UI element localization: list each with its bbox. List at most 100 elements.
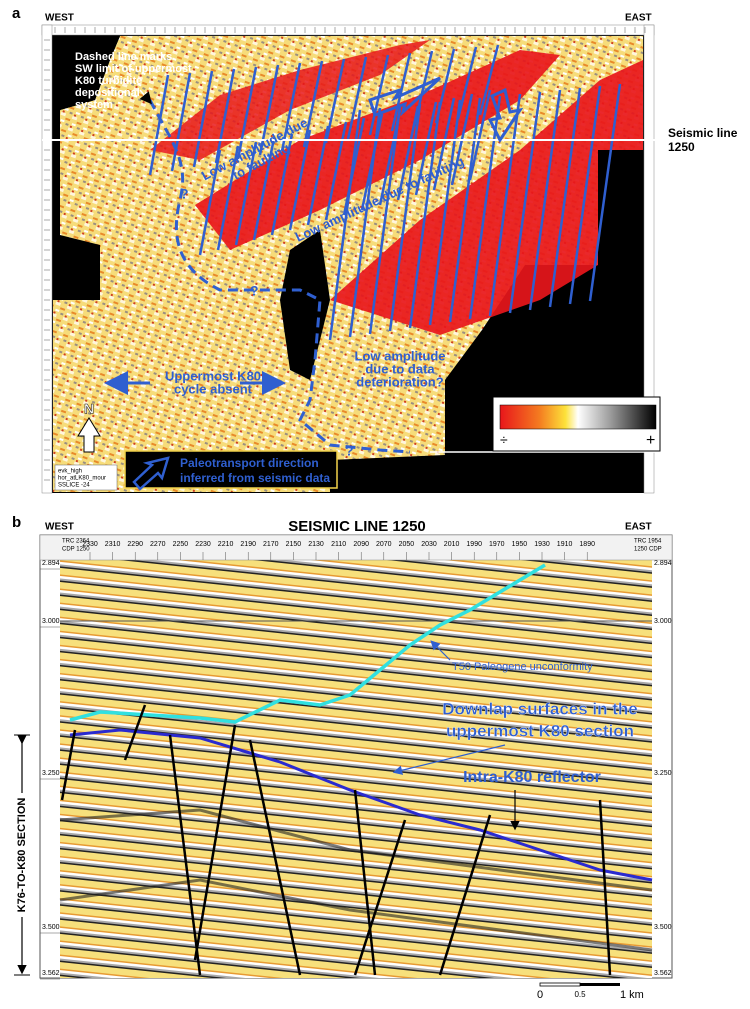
- top-ruler: [41, 24, 655, 36]
- fault: [60, 729, 77, 801]
- absent-label: Uppermost K80: [165, 368, 261, 383]
- downlap-label: uppermost K80 section: [446, 721, 634, 740]
- cdp-label: 2250: [173, 541, 189, 548]
- cdp-label: 2330: [82, 541, 98, 548]
- fault: [598, 799, 612, 976]
- intra-k80-reflector: [69, 728, 653, 882]
- fault-trace: [448, 97, 482, 323]
- fault-trace: [324, 121, 348, 221]
- cdp-label: 2310: [105, 541, 121, 548]
- cdp-label: 2270: [150, 541, 166, 548]
- legend-text: inferred from seismic data: [180, 471, 330, 485]
- limit-note: depositional: [75, 87, 140, 99]
- cdp-label: 2110: [331, 541, 346, 548]
- note-arrow: [139, 89, 152, 105]
- fault-trace: [270, 133, 294, 236]
- info-box: [54, 464, 118, 491]
- west-label: WEST: [45, 13, 74, 24]
- fault-trace: [396, 105, 420, 201]
- t50-unconformity: [69, 563, 546, 724]
- fault-trace: [428, 99, 462, 326]
- question-mark: ?: [180, 186, 189, 202]
- fault-trace: [528, 89, 562, 311]
- deterioration-label: deterioration?: [356, 374, 443, 389]
- fault-trace: [234, 141, 258, 246]
- legend-arrow: [132, 456, 170, 491]
- cdp-label: 2050: [399, 541, 415, 548]
- east-label: EAST: [625, 13, 652, 24]
- section-label-bg: [15, 793, 29, 917]
- cdp-label: 2010: [444, 541, 460, 548]
- fault: [438, 814, 492, 976]
- fault-trace: [302, 60, 324, 148]
- time-label: 3.500: [42, 924, 60, 931]
- fault-trace: [328, 109, 362, 341]
- black-patch: [53, 36, 120, 110]
- fault-trace: [468, 89, 492, 181]
- scale-bar-white: [539, 982, 581, 987]
- cdp-label: 1910: [557, 541, 573, 548]
- cdp-label: 1950: [512, 541, 528, 548]
- right-ruler: [643, 24, 655, 494]
- west-label: WEST: [45, 522, 74, 533]
- cdp-label: 2030: [421, 541, 437, 548]
- cdp-label: 2290: [127, 541, 143, 548]
- cdp-label: 2090: [353, 541, 369, 548]
- fault-trace: [280, 62, 302, 152]
- fault-trace: [252, 137, 276, 241]
- section-image: [60, 560, 652, 978]
- fault-trace: [568, 85, 602, 305]
- time-label: 3.000: [654, 618, 672, 625]
- cdp-label: 1970: [489, 541, 505, 548]
- cdp-label: 1990: [466, 541, 482, 548]
- fault-trace: [488, 93, 522, 317]
- reflector-label: Intra-K80 reflector: [463, 769, 601, 786]
- question-mark: ?: [345, 443, 354, 459]
- unconformity-label: T50 Paleogene unconformity: [452, 661, 593, 673]
- label-arrow: [392, 744, 506, 775]
- seismic-line-label: 1250: [668, 140, 695, 154]
- north-label: N: [84, 401, 94, 417]
- fault-trace: [324, 58, 346, 144]
- fault-trace: [288, 129, 312, 231]
- paleo-arrow: [487, 87, 524, 143]
- info-text: SSLICE -24: [58, 483, 90, 489]
- time-label: 2.894: [42, 560, 60, 567]
- cdp-label: 2130: [308, 541, 324, 548]
- fault-trace: [588, 83, 622, 302]
- scale-label: 0: [537, 989, 543, 1001]
- trace-header: CDP 1250: [62, 547, 90, 553]
- fault-trace: [508, 91, 542, 314]
- time-label: 3.562: [42, 970, 60, 977]
- info-text: evk_high: [58, 469, 82, 475]
- scale-label: 1 km: [620, 989, 644, 1001]
- fault-trace: [368, 105, 402, 335]
- section-label: K76-TO-K80 SECTION: [16, 798, 28, 913]
- section-label-group: K76-TO-K80 SECTION: [15, 793, 29, 917]
- left-ruler: [41, 24, 53, 494]
- cdp-label: 1890: [579, 541, 595, 548]
- red-band: [195, 50, 560, 250]
- trace-header: 1250 CDP: [634, 547, 662, 553]
- cdp-label: 2170: [263, 541, 279, 548]
- time-label: 3.000: [42, 618, 60, 625]
- trace-header: TRC 1954: [634, 539, 662, 545]
- fault-trace: [388, 103, 422, 332]
- absent-label: cycle absent: [174, 381, 253, 396]
- legend-box: [124, 450, 338, 489]
- fault: [193, 724, 237, 961]
- limit-note: K80 turbidite: [75, 75, 142, 87]
- colorbar: [499, 404, 657, 430]
- fault-trace: [170, 72, 192, 172]
- colorbar-low: ÷: [500, 432, 508, 448]
- fault: [248, 739, 302, 976]
- fault-trace: [236, 66, 258, 160]
- colorbar-high: +: [646, 432, 655, 449]
- time-label: 3.250: [42, 770, 60, 777]
- paleo-arrow: [368, 76, 442, 117]
- panel-label: a: [12, 5, 21, 22]
- label-arrow: [430, 640, 451, 661]
- fault-trace: [306, 125, 330, 226]
- fault-trace: [456, 46, 478, 120]
